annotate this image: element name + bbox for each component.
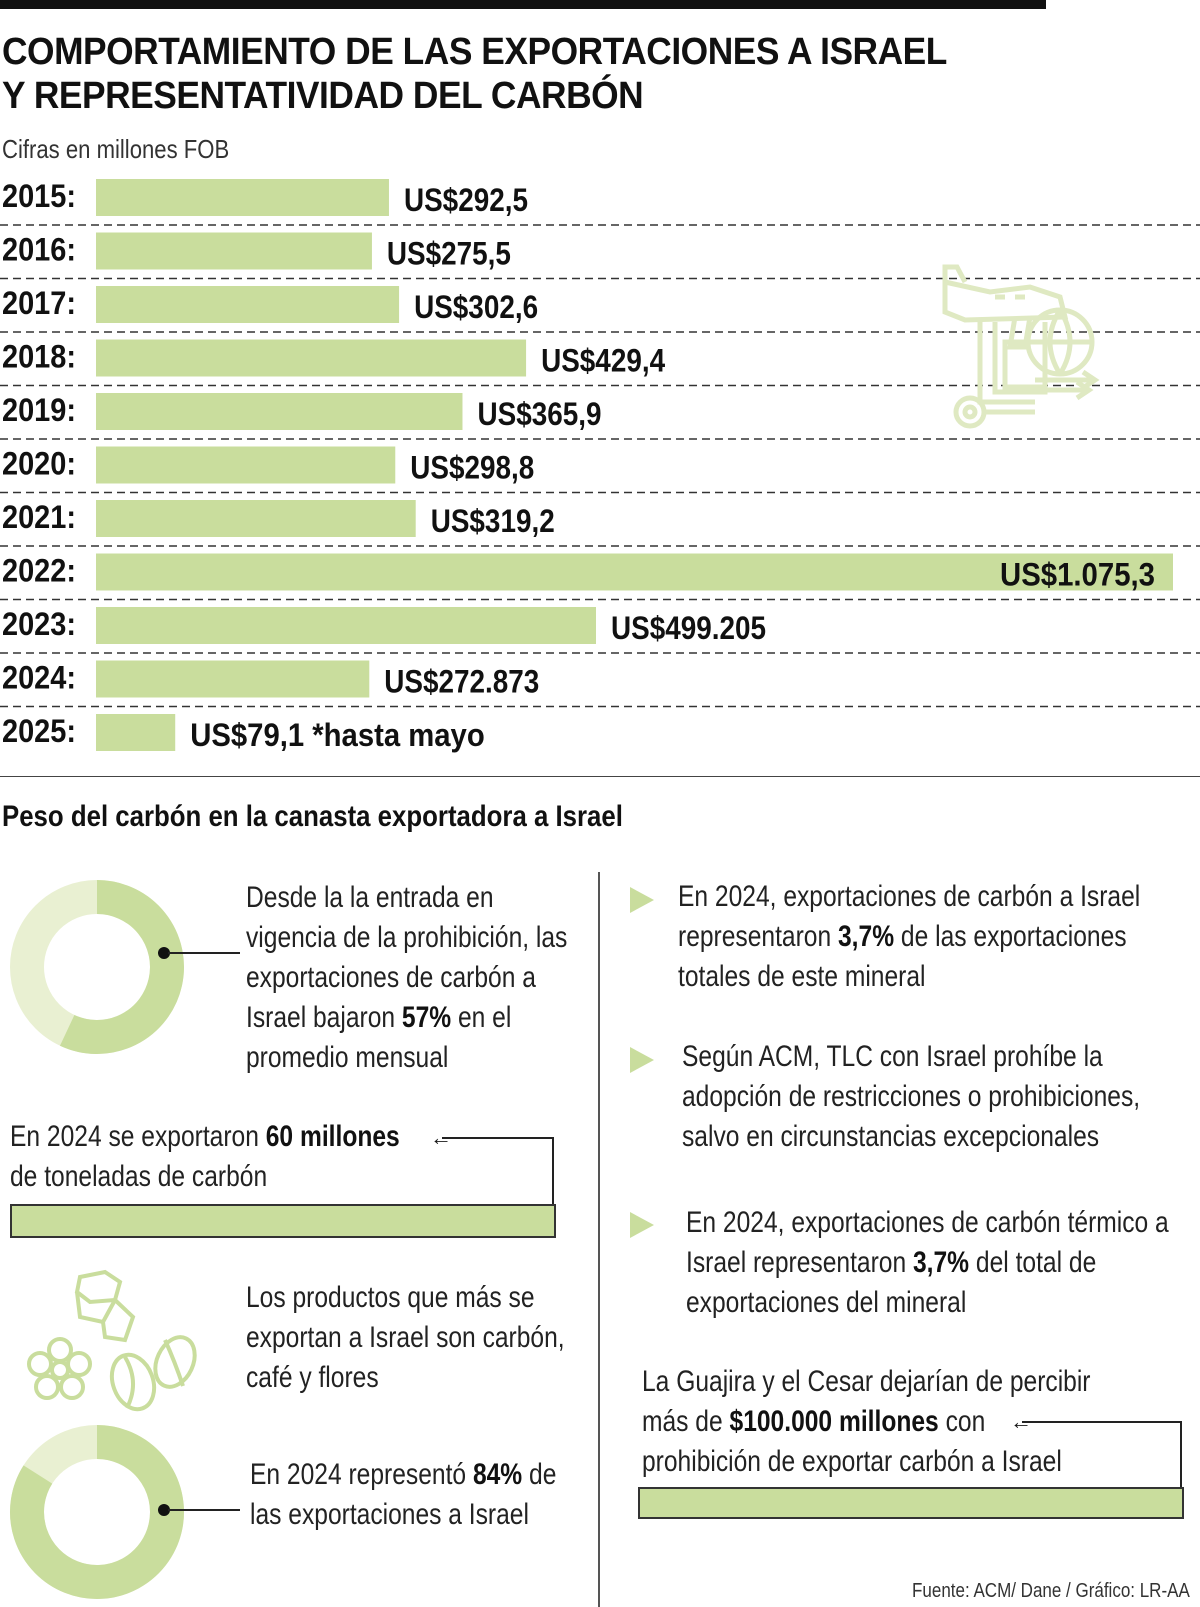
year-label: 2023: xyxy=(2,606,76,642)
section-title: Peso del carbón en la canasta exportador… xyxy=(2,800,623,833)
bars-group: 2015: US$292,5 2016: US$275,5 2017: US$302,6 2… xyxy=(0,178,1200,753)
bar-value-label: US$429,4 xyxy=(541,343,665,379)
tons-text: En 2024 se exportaron 60 millones de ton… xyxy=(10,1120,400,1193)
year-label: 2015: xyxy=(2,178,76,214)
year-label: 2025: xyxy=(2,713,76,749)
bar-value-label: US$499.205 xyxy=(611,610,766,646)
products-text: Los productos que más se exportan a Isra… xyxy=(246,1281,565,1394)
bar xyxy=(96,286,400,323)
guajira-arrow-icon: ← xyxy=(1010,1409,1032,1434)
donut2-text: En 2024 representó 84% de las exportacio… xyxy=(250,1458,557,1531)
year-label: 2016: xyxy=(2,232,76,268)
title-line-1: COMPORTAMIENTO DE LAS EXPORTACIONES A IS… xyxy=(2,31,947,73)
bar xyxy=(96,339,527,377)
column-divider xyxy=(598,872,600,1607)
donut1-pointer-line xyxy=(168,952,240,954)
bullet-arrow-icon-2 xyxy=(630,1047,654,1073)
donut2-pointer-line xyxy=(168,1509,240,1511)
bar-value-label: US$292,5 xyxy=(404,182,528,218)
tons-bar xyxy=(10,1204,556,1238)
chart-title: COMPORTAMIENTO DE LAS EXPORTACIONES A IS… xyxy=(2,30,1025,118)
coal-icon xyxy=(74,1269,136,1343)
chart-subtitle: Cifras en millones FOB xyxy=(2,134,230,164)
tons-connector-h xyxy=(442,1137,554,1139)
top-rule xyxy=(0,0,1046,9)
bar xyxy=(96,446,396,484)
bar xyxy=(96,714,176,751)
bar-value-label: US$365,9 xyxy=(477,396,601,432)
year-label: 2022: xyxy=(2,553,76,589)
bar-value-label: US$79,1 *hasta mayo xyxy=(190,717,485,753)
donut1-pointer-dot xyxy=(158,947,170,959)
bar xyxy=(96,660,370,698)
donut-84-arc xyxy=(10,1425,184,1599)
year-label: 2021: xyxy=(2,499,76,535)
guajira-text: La Guajira y el Cesar dejarían de percib… xyxy=(642,1365,1091,1478)
title-line-2: Y REPRESENTATIVIDAD DEL CARBÓN xyxy=(2,75,644,117)
bar-value-label: US$302,6 xyxy=(414,289,538,325)
year-label: 2020: xyxy=(2,446,76,482)
bar-value-label: US$298,8 xyxy=(410,450,534,486)
bar xyxy=(96,232,372,270)
year-label: 2024: xyxy=(2,660,76,696)
guajira-bar xyxy=(638,1487,1184,1519)
truck-globe-icon xyxy=(942,264,1100,429)
bullet-1-text: En 2024, exportaciones de carbón a Israe… xyxy=(678,880,1141,993)
year-label: 2019: xyxy=(2,392,76,428)
section-divider xyxy=(0,776,1200,777)
bar-value-label: US$272.873 xyxy=(384,664,539,700)
bar xyxy=(96,607,596,644)
bar xyxy=(96,179,389,216)
bar-value-label: US$1.075,3 xyxy=(1000,557,1155,593)
bullet-2-text: Según ACM, TLC con Israel prohíbe la ado… xyxy=(682,1040,1141,1153)
bullet-arrow-icon-3 xyxy=(630,1212,654,1238)
tons-arrow-icon: ← xyxy=(430,1125,452,1150)
bar-value-label: US$275,5 xyxy=(387,236,511,272)
bullet-arrow-icon-1 xyxy=(630,887,654,913)
bar xyxy=(96,500,416,537)
bar xyxy=(96,553,1173,591)
guajira-connector-v xyxy=(1180,1421,1182,1517)
flower-icon xyxy=(27,1337,92,1400)
year-label: 2018: xyxy=(2,339,76,375)
guajira-connector-h xyxy=(1022,1421,1182,1423)
products-icons xyxy=(27,1269,197,1412)
bullet-3-text: En 2024, exportaciones de carbón térmico… xyxy=(686,1206,1169,1319)
donut-chart-57 xyxy=(10,880,184,1054)
donut2-pointer-dot xyxy=(158,1504,170,1516)
tons-connector-v xyxy=(552,1137,554,1237)
bar xyxy=(96,393,463,430)
donut-57-arc xyxy=(59,880,184,1054)
donut1-text: Desde la la entrada en vigencia de la pr… xyxy=(246,881,568,1074)
bar-chart: 2015: US$292,5 2016: US$275,5 2017: US$302,6 2… xyxy=(0,178,1200,753)
source-note: Fuente: ACM/ Dane / Gráfico: LR-AA xyxy=(912,1580,1190,1602)
year-label: 2017: xyxy=(2,285,76,321)
coffee-bean-icon xyxy=(109,1335,197,1412)
bar-value-label: US$319,2 xyxy=(431,503,555,539)
